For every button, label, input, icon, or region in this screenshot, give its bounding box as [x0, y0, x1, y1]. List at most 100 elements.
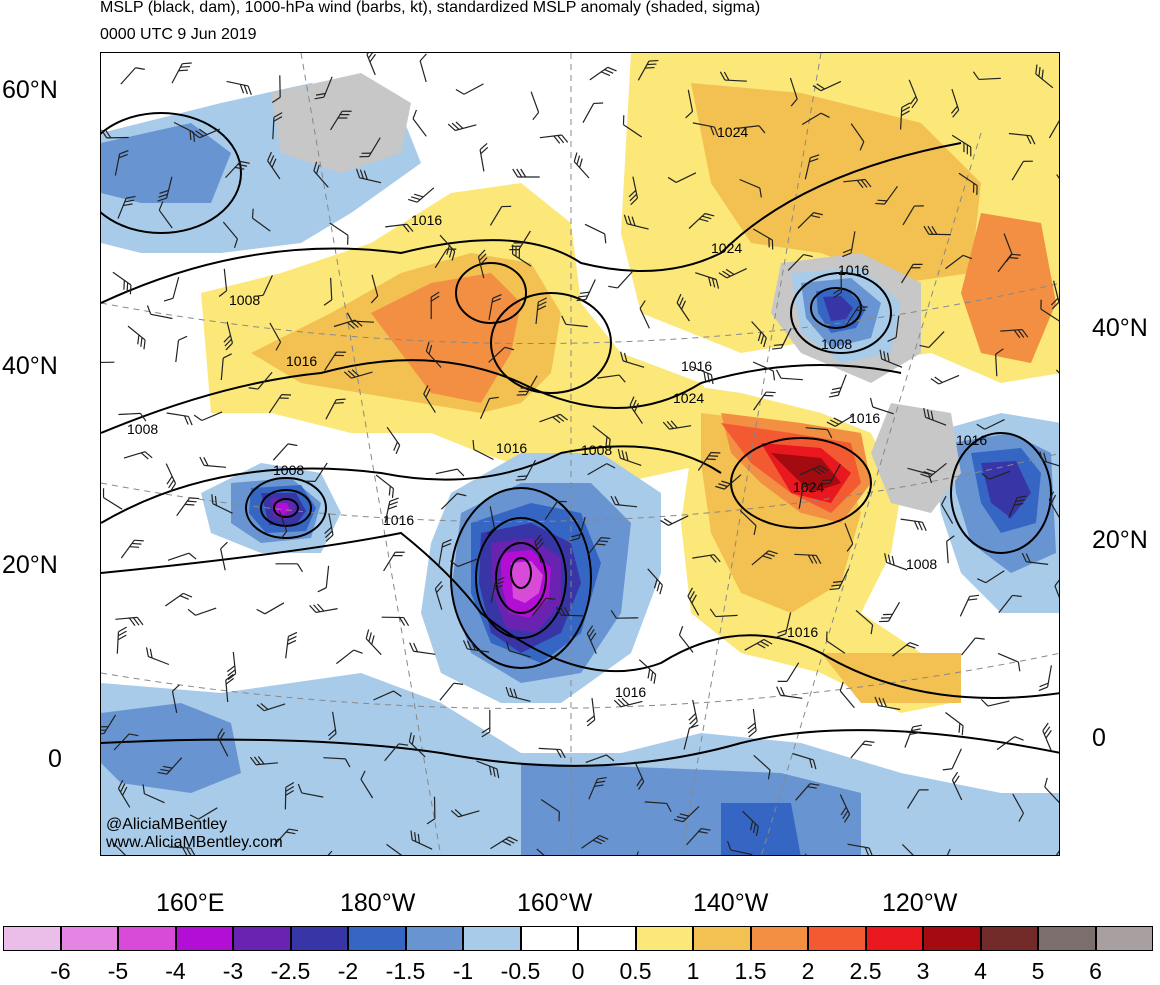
wind-barb	[745, 709, 756, 737]
wind-barb	[101, 354, 114, 362]
wind-barb	[146, 305, 174, 318]
wind-barb	[108, 272, 135, 294]
lat-label-left-40n: 40°N	[2, 352, 58, 381]
wind-barb	[899, 519, 927, 531]
isobar-label: 1016	[496, 440, 527, 456]
wind-barb	[931, 368, 959, 386]
wind-barb	[144, 647, 172, 664]
wind-barb	[325, 223, 352, 245]
wind-barb	[584, 698, 595, 726]
wind-barb	[199, 457, 227, 467]
map-title: MSLP (black, dam), 1000-hPa wind (barbs,…	[100, 0, 760, 17]
wind-barb	[365, 53, 383, 75]
wind-barb	[448, 117, 476, 132]
isobar-label: 1016	[849, 410, 880, 426]
wind-barb	[363, 629, 387, 654]
wind-barb	[960, 592, 979, 620]
wind-barb	[164, 275, 179, 303]
credit-handle: @AliciaMBentley	[106, 816, 227, 834]
isobar-label: 1024	[717, 124, 748, 140]
wind-barb	[257, 596, 284, 616]
wind-barb	[217, 855, 238, 856]
wind-barb	[124, 450, 152, 466]
wind-barb	[634, 660, 659, 684]
isobar-label: 1016	[838, 262, 869, 278]
lon-label-140w: 140°W	[693, 889, 768, 918]
map-panel: 1024 1024 1016 1016 1016 1008 1008 1016 …	[100, 52, 1060, 856]
wind-barb	[172, 59, 192, 87]
isobar-label: 1016	[615, 684, 646, 700]
lat-label-right-40n: 40°N	[1092, 314, 1148, 343]
isobar-label: 1016	[681, 358, 712, 374]
wind-barb	[419, 54, 434, 82]
wind-barb	[165, 591, 192, 613]
wind-barb	[513, 169, 540, 177]
wind-barb	[685, 700, 698, 728]
wind-barb	[225, 652, 236, 680]
map-valid-time: 0000 UTC 9 Jun 2019	[100, 26, 257, 44]
colorbar-box	[1096, 926, 1154, 951]
wind-barb	[981, 693, 1009, 707]
wind-barb	[117, 627, 126, 654]
colorbar-box	[521, 926, 579, 951]
isobar-label: 1024	[673, 390, 704, 406]
colorbar-box	[291, 926, 349, 951]
isobar-label: 1008	[906, 556, 937, 572]
wind-barb	[456, 77, 484, 97]
wind-barb	[410, 110, 433, 136]
isobar-label: 1016	[383, 512, 414, 528]
wind-barb	[776, 687, 804, 699]
isobar-label: 1016	[787, 624, 818, 640]
colorbar-box	[463, 926, 521, 951]
wind-barb	[905, 722, 922, 750]
isobar-label: 1024	[711, 240, 742, 256]
wind-barb	[540, 134, 568, 145]
wind-barb	[1039, 664, 1052, 692]
wind-barb	[879, 598, 899, 625]
colorbar-box	[1038, 926, 1096, 951]
wind-barb	[165, 413, 193, 425]
colorbar-box	[866, 926, 924, 951]
colorbar-box	[923, 926, 981, 951]
wind-barb	[524, 92, 541, 120]
wind-barb	[829, 372, 846, 400]
map-field-svg: 1024 1024 1016 1016 1016 1008 1008 1016 …	[101, 53, 1060, 856]
isobar-label: 1016	[956, 432, 987, 448]
isobar-label: 1008	[581, 442, 612, 458]
wind-barb	[581, 224, 609, 243]
lat-label-right-0: 0	[1092, 724, 1106, 753]
isobar-label: 1024	[793, 479, 824, 495]
wind-barb	[941, 713, 967, 736]
wind-barb	[318, 565, 329, 593]
lon-label-160w: 160°W	[517, 889, 592, 918]
wind-barb	[101, 488, 126, 509]
wind-barb	[121, 64, 145, 89]
lon-label-120w: 120°W	[882, 889, 957, 918]
isobar-label: 1016	[411, 212, 442, 228]
wind-barb	[962, 634, 985, 660]
colorbar-box	[636, 926, 694, 951]
lon-label-160e: 160°E	[156, 889, 224, 918]
wind-barb	[188, 601, 216, 617]
colorbar-box	[348, 926, 406, 951]
wind-barb	[995, 653, 1023, 671]
wind-barb	[176, 335, 187, 363]
lat-label-left-0: 0	[48, 745, 62, 774]
colorbar-box	[118, 926, 176, 951]
isobar-label: 1008	[273, 462, 304, 478]
wind-barb	[943, 745, 962, 773]
colorbar-box	[693, 926, 751, 951]
colorbar-box	[3, 926, 61, 951]
colorbar-box	[61, 926, 119, 951]
wind-barb	[577, 276, 596, 304]
lat-label-right-20n: 20°N	[1092, 526, 1148, 555]
isobar-label: 1008	[821, 336, 852, 352]
colorbar-box	[981, 926, 1039, 951]
colorbar-box	[406, 926, 464, 951]
wind-barb	[123, 326, 149, 349]
wind-barb	[571, 153, 595, 178]
wind-barb	[336, 647, 362, 670]
colorbar-box	[578, 926, 636, 951]
colorbar-box	[176, 926, 234, 951]
wind-barb	[115, 617, 143, 627]
